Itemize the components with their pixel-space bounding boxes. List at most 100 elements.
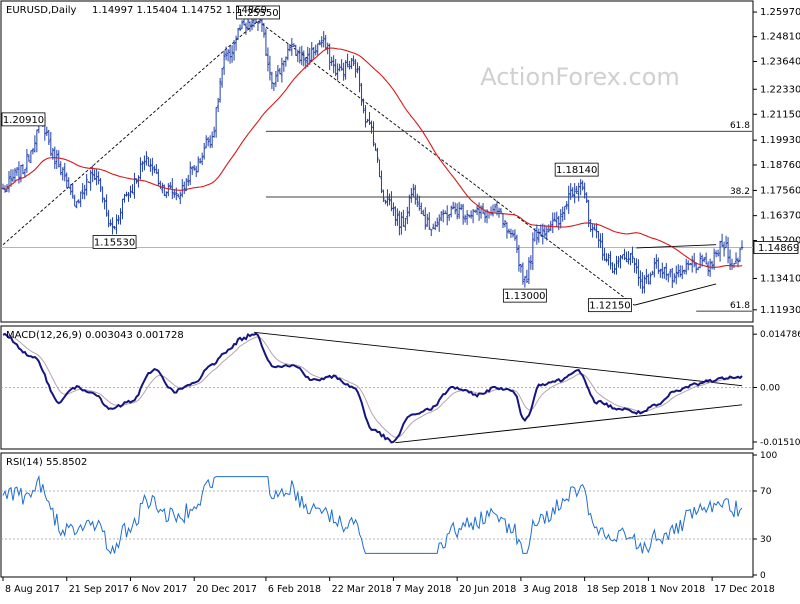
price-bar — [418, 195, 421, 211]
price-bar — [396, 208, 399, 226]
price-label: 1.13000 — [502, 288, 547, 303]
price-bar — [404, 217, 407, 231]
price-bar — [230, 45, 234, 63]
price-bar — [129, 185, 132, 198]
rsi-axis-label: 70 — [760, 487, 772, 497]
price-bar — [248, 21, 252, 32]
price-bar — [691, 255, 694, 273]
price-bar — [724, 235, 728, 248]
price-bar — [21, 164, 25, 175]
price-label-text: 1.13000 — [504, 291, 545, 302]
price-bar — [264, 28, 268, 56]
price-bar — [320, 36, 323, 48]
price-bar — [145, 151, 148, 166]
price-bar — [653, 257, 656, 278]
price-bar — [639, 270, 642, 289]
x-axis-label: 20 Dec 2017 — [196, 584, 257, 595]
trend-line — [257, 20, 635, 306]
price-bar — [208, 135, 212, 149]
x-axis-label: 22 Mar 2018 — [332, 584, 392, 595]
price-bar — [416, 193, 419, 207]
price-bar — [394, 206, 397, 226]
moving-average-line — [2, 47, 743, 268]
price-bar — [617, 256, 620, 268]
price-bar — [374, 143, 377, 151]
price-bar — [698, 252, 702, 269]
price-bar — [708, 258, 712, 277]
price-bar — [212, 126, 216, 138]
price-bar — [105, 194, 108, 217]
axis-layer: 1.25970 1.24810 1.23640 1.22330 1.21150 1.199… — [2, 7, 800, 595]
price-axis-label: 1.11930 — [760, 305, 800, 316]
price-bar — [643, 275, 646, 294]
price-bar — [302, 50, 305, 67]
price-bar — [440, 211, 443, 221]
price-bar — [740, 240, 744, 250]
price-bar — [706, 261, 710, 276]
price-bar — [187, 174, 190, 186]
price-label-text: 1.20910 — [3, 115, 44, 126]
price-bar — [463, 214, 467, 223]
price-bar — [27, 154, 31, 162]
price-bar — [159, 180, 162, 189]
price-bar — [559, 209, 562, 229]
rsi-panel — [0, 452, 754, 578]
price-label: 1.12150 — [588, 298, 632, 313]
price-bar — [523, 276, 527, 288]
price-bar — [521, 262, 525, 285]
price-bar — [607, 253, 610, 266]
price-bar — [288, 44, 292, 52]
price-bar — [406, 206, 409, 225]
price-bar — [475, 205, 479, 216]
price-bar — [436, 217, 439, 227]
price-bar — [83, 184, 86, 200]
price-bar — [473, 209, 477, 213]
price-axis-label: 1.19930 — [760, 135, 800, 146]
price-bar — [667, 273, 670, 283]
price-bar — [216, 97, 220, 113]
price-label: 1.18140 — [554, 162, 599, 177]
price-bar — [308, 48, 311, 65]
fib-label: 61.8 — [730, 121, 750, 131]
price-bar — [718, 240, 722, 262]
price-bar — [127, 191, 130, 202]
fib-label: 61.8 — [730, 301, 750, 311]
price-bar — [700, 254, 704, 267]
price-bar — [364, 105, 367, 128]
price-axis-label: 1.18760 — [760, 160, 800, 171]
price-bar — [527, 257, 531, 284]
price-bar — [33, 135, 37, 153]
x-axis-label: 21 Sep 2017 — [69, 584, 129, 595]
x-axis-label: 6 Feb 2018 — [268, 584, 321, 595]
price-bar — [290, 38, 294, 56]
price-axis-label: 1.16370 — [760, 211, 800, 222]
price-bar — [655, 254, 658, 269]
macd-layer — [1, 331, 753, 444]
price-bar — [266, 47, 270, 72]
price-bar — [493, 203, 497, 213]
price-bar — [408, 194, 411, 217]
trend-line — [634, 283, 717, 306]
price-bar — [368, 112, 371, 125]
price-bar — [716, 249, 720, 257]
price-bar — [597, 230, 600, 248]
price-bar — [73, 194, 76, 207]
price-bar — [13, 167, 17, 183]
price-bar — [222, 50, 226, 75]
chart-ohlc: 1.14997 1.15404 1.14752 1.14869 — [92, 5, 267, 16]
price-bar — [689, 263, 692, 266]
price-bar — [256, 21, 260, 31]
price-bar — [392, 202, 395, 216]
price-bar — [553, 212, 556, 222]
rsi-title: RSI(14) 55.8502 — [6, 457, 87, 468]
rsi-layer — [1, 474, 753, 555]
price-bar — [601, 233, 604, 261]
macd-axis-label: 0.00 — [760, 384, 780, 394]
price-bar — [202, 142, 206, 160]
price-bar — [115, 214, 118, 235]
price-bar — [376, 147, 379, 163]
price-bar — [342, 62, 345, 81]
price-bar — [722, 241, 726, 257]
price-bar — [445, 205, 449, 226]
macd-signal-line — [2, 334, 743, 438]
